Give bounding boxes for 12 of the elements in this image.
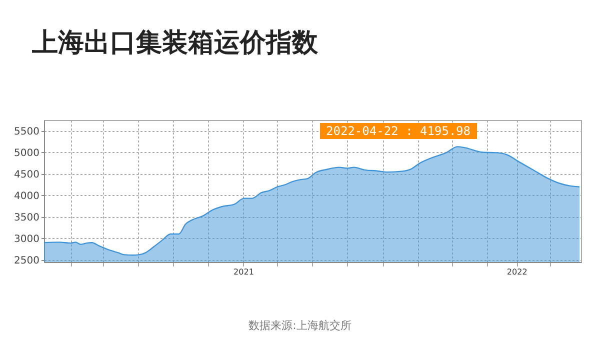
y-tick-label: 5500 <box>14 126 40 138</box>
annotation: 2022-04-22 : 4195.98 <box>320 123 476 139</box>
y-tick-label: 4500 <box>14 169 40 180</box>
y-tick-label: 3000 <box>14 234 40 245</box>
x-tick-label: 2021 <box>234 268 254 276</box>
y-tick-label: 3500 <box>14 212 40 224</box>
y-tick-label: 2500 <box>14 255 40 266</box>
x-tick-label: 2022 <box>506 268 528 276</box>
chart-title: 上海出口集装箱运价指数 <box>31 28 319 58</box>
source-note: 数据来源:上海航交所 <box>248 318 352 333</box>
y-tick-label: 5000 <box>14 148 40 159</box>
y-tick-label: 4000 <box>14 190 40 202</box>
